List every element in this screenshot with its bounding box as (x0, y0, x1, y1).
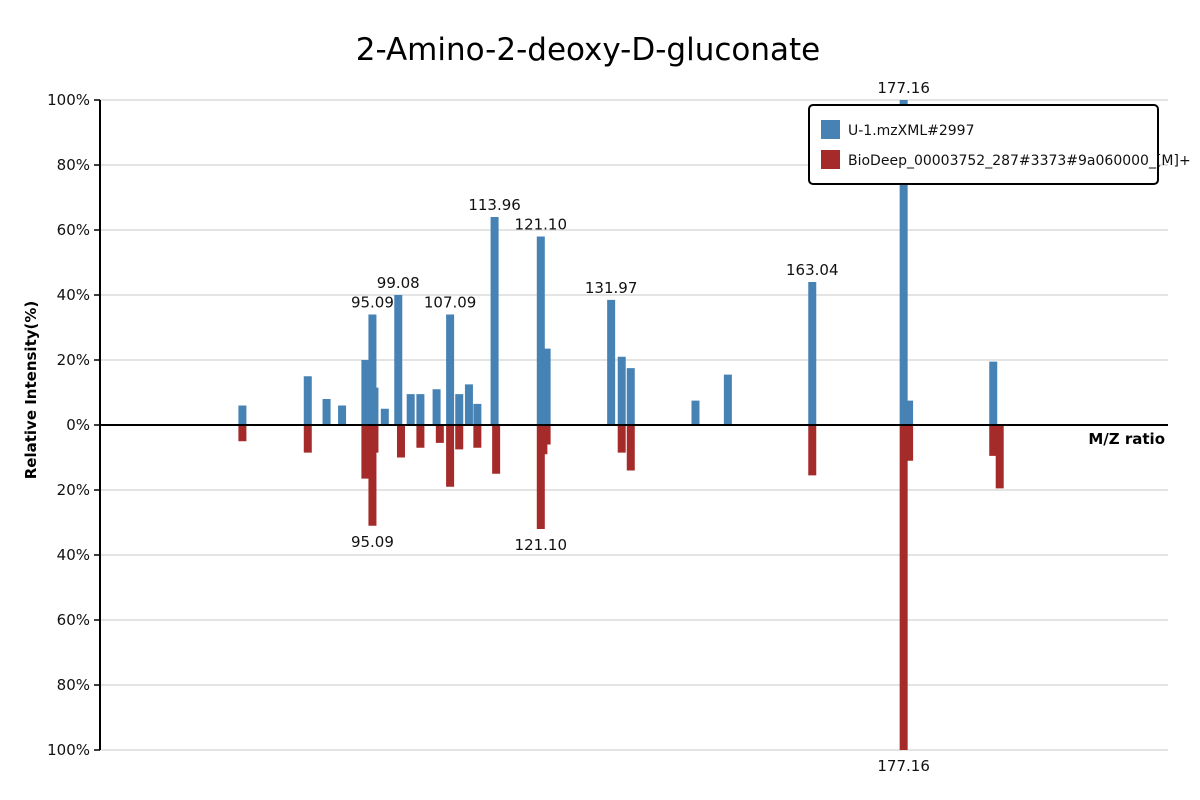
reference-peak-bar (416, 425, 425, 448)
y-axis-title: Relative Intensity(%) (22, 301, 40, 480)
y-tick-label: 60% (57, 611, 90, 629)
query-peak-label: 99.08 (377, 274, 420, 292)
query-peak-bar (490, 217, 499, 425)
query-peak-bar (238, 405, 247, 425)
reference-peak-bar (626, 425, 635, 471)
query-peak-bar (338, 405, 347, 425)
query-peak-label: 113.96 (468, 196, 521, 214)
query-peak-bar (368, 314, 377, 425)
y-tick-label: 20% (57, 351, 90, 369)
query-peak-bar (808, 282, 817, 425)
reference-peak-bar (995, 425, 1004, 489)
query-peak-bar (432, 389, 441, 425)
y-tick-label: 60% (57, 221, 90, 239)
reference-peak-bar (368, 425, 377, 526)
y-tick-label: 0% (66, 416, 90, 434)
gridlines (100, 99, 1168, 751)
query-peak-label: 107.09 (424, 294, 477, 312)
reference-peak-bar (396, 425, 405, 458)
y-tick-label: 100% (47, 741, 90, 759)
legend: U-1.mzXML#2997 BioDeep_00003752_287#3373… (808, 104, 1191, 185)
y-tick-labels: 100% 80% 60% 40% 20% 0% 20% 40% 60% 80% 100% (47, 91, 100, 759)
query-peak-bar (361, 360, 370, 425)
y-tick-label: 80% (57, 676, 90, 694)
reference-peak-bar (455, 425, 464, 450)
reference-peak-bar (617, 425, 626, 453)
reference-peak-label: 121.10 (515, 536, 568, 554)
legend-label-reference: BioDeep_00003752_287#3373#9a060000_[M]+ (848, 153, 1191, 169)
query-peak-label: 95.09 (351, 294, 394, 312)
reference-peak-bar (536, 425, 545, 529)
query-peak-bar (723, 374, 732, 425)
y-tick-label: 80% (57, 156, 90, 174)
reference-peak-bar (989, 425, 998, 456)
query-peak-bar (607, 299, 616, 425)
query-peak-bar (989, 361, 998, 425)
query-peak-bar (303, 376, 312, 425)
reference-peak-bar (361, 425, 370, 479)
reference-peak-bar (492, 425, 501, 474)
query-peak-bar (455, 394, 464, 425)
reference-peak-bar (473, 425, 482, 448)
y-tick-label: 20% (57, 481, 90, 499)
query-peak-label: 177.16 (877, 79, 930, 97)
reference-peak-bar (542, 425, 551, 445)
query-peak-bar (542, 348, 551, 425)
query-peak-bar (394, 295, 403, 425)
legend-label-query: U-1.mzXML#2997 (848, 123, 974, 139)
query-peak-bar (464, 384, 473, 425)
query-peak-label: 163.04 (786, 261, 839, 279)
legend-swatch-reference (821, 150, 840, 169)
reference-peak-bar (303, 425, 312, 453)
query-peak-bar (899, 100, 908, 425)
query-peak-bar (617, 356, 626, 425)
reference-peak-label: 95.09 (351, 533, 394, 551)
reference-peak-bar (808, 425, 817, 476)
query-peak-bar (380, 408, 389, 425)
axes (99, 100, 1168, 750)
chart-title: 2-Amino-2-deoxy-D-gluconate (356, 32, 821, 68)
query-peak-bar (691, 400, 700, 425)
query-peak-label: 131.97 (585, 279, 638, 297)
reference-peak-bar (446, 425, 455, 487)
y-tick-label: 40% (57, 546, 90, 564)
query-peak-bar (626, 368, 635, 425)
query-peak-bar (905, 400, 914, 425)
query-peak-bar (473, 403, 482, 425)
legend-swatch-query (821, 120, 840, 139)
reference-peak-label: 177.16 (877, 757, 930, 775)
query-peak-bar (406, 394, 415, 425)
x-axis-title: M/Z ratio (1088, 430, 1165, 448)
reference-peak-bar (435, 425, 444, 443)
legend-box (808, 104, 1159, 185)
y-tick-label: 40% (57, 286, 90, 304)
reference-peak-bar (905, 425, 914, 461)
query-peak-label: 121.10 (515, 216, 568, 234)
query-peak-bar (416, 394, 425, 425)
query-peak-bar (322, 399, 331, 425)
y-tick-label: 100% (47, 91, 90, 109)
query-peak-bar (446, 314, 455, 425)
reference-peak-bar (238, 425, 247, 442)
peak-bars (238, 100, 1004, 750)
reference-peak-bar (899, 425, 908, 750)
query-peak-bar (536, 236, 545, 425)
